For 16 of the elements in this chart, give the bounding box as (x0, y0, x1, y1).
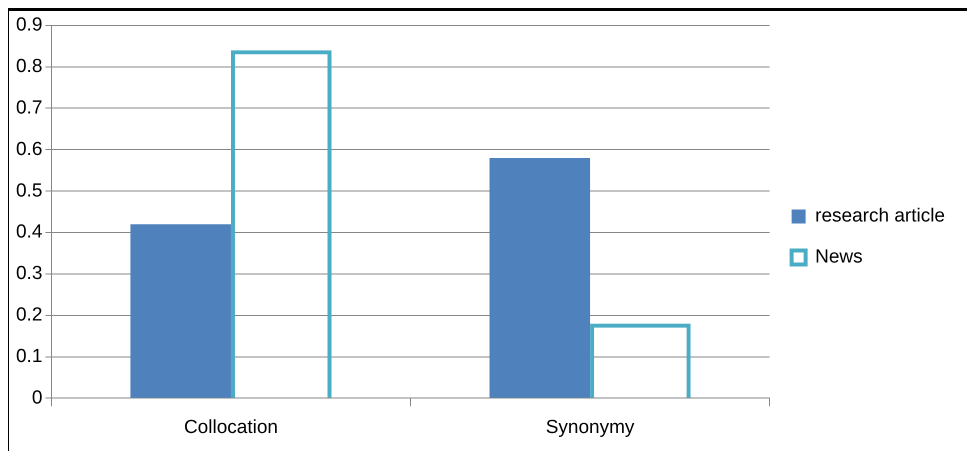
x-tick-label: Synonymy (546, 416, 635, 438)
y-tick-label: 0.6 (16, 138, 42, 160)
y-tick-label: 0 (32, 387, 42, 408)
bar (490, 158, 590, 398)
y-tick-label: 0.1 (16, 346, 42, 368)
y-tick-label: 0.5 (16, 180, 42, 202)
y-tick-label: 0.9 (16, 14, 42, 36)
y-tick-label: 0.7 (16, 97, 42, 118)
y-tick-label: 0.4 (16, 222, 43, 243)
y-tick-label: 0.8 (16, 56, 42, 78)
bar (130, 224, 231, 398)
legend-label: research article (815, 206, 946, 227)
y-tick-label: 0.2 (16, 304, 42, 326)
y-tick-label: 0.3 (16, 263, 42, 284)
legend-label: News (815, 246, 863, 268)
x-tick-label: Collocation (184, 416, 278, 438)
